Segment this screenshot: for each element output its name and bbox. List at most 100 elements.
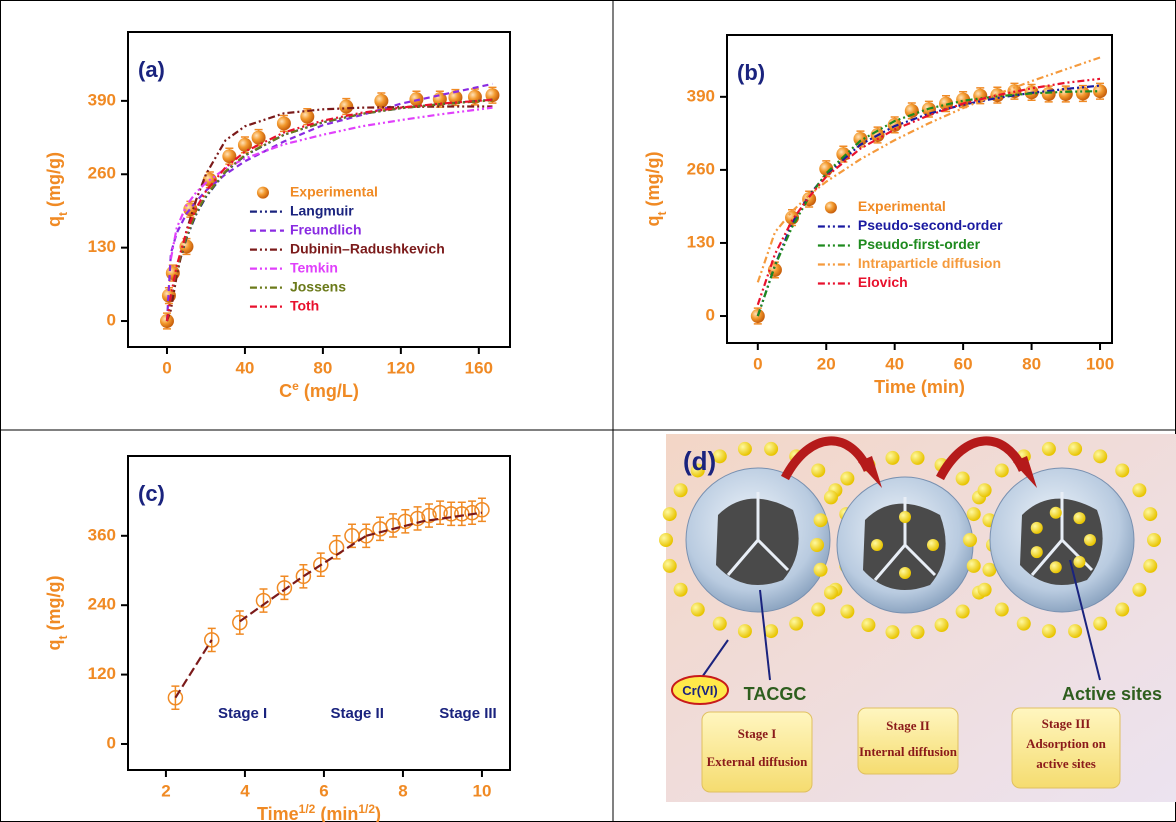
legend-label: Elovich [858, 274, 908, 290]
ion [1143, 507, 1157, 521]
error-bar [389, 514, 397, 537]
data-point [277, 116, 291, 130]
legend-label: Langmuir [290, 202, 354, 218]
ion [810, 538, 824, 552]
x-axis-label: Ce (mg/L) [279, 379, 359, 401]
x-tick-label: 0 [162, 358, 171, 377]
ion [789, 617, 803, 631]
ion [824, 490, 838, 504]
x-tick-label: 10 [472, 781, 491, 800]
y-axis-label: qt (mg/g) [643, 152, 669, 227]
legend-label: Freundlich [290, 221, 362, 237]
y-tick-label: 120 [88, 664, 116, 683]
ion [840, 471, 854, 485]
ion [1050, 507, 1062, 519]
ion [911, 451, 925, 465]
ion [691, 603, 705, 617]
ion [995, 463, 1009, 477]
label-part: q [643, 216, 663, 227]
x-tick-label: 60 [954, 354, 973, 373]
ion [1147, 533, 1161, 547]
stage-title: Stage II [886, 718, 930, 733]
ion [1017, 617, 1031, 631]
legend-label: Pseudo-first-order [858, 236, 981, 252]
annotation: Stage II [331, 705, 384, 722]
ion [1042, 624, 1056, 638]
label-part: (mg/g) [44, 152, 64, 212]
ion [967, 559, 981, 573]
ion [764, 624, 778, 638]
y-axis-label: qt (mg/g) [44, 152, 70, 227]
figure: (d) Cr(VI) TACGC Active sites Stage I Ex… [0, 0, 1176, 822]
data-point [252, 131, 266, 145]
x-tick-label: 40 [235, 358, 254, 377]
data-point [166, 266, 180, 280]
ion [935, 618, 949, 632]
ion [1068, 442, 1082, 456]
ion [814, 513, 828, 527]
y-tick-label: 0 [107, 733, 116, 752]
x-tick-label: 80 [1022, 354, 1041, 373]
legend-label: Toth [290, 297, 319, 313]
y-tick-label: 390 [88, 90, 116, 109]
label-part: C [279, 381, 292, 401]
ion [764, 442, 778, 456]
legend-label: Intraparticle diffusion [858, 255, 1001, 271]
x-tick-label: 0 [753, 354, 762, 373]
error-bar [299, 565, 307, 588]
ion [1031, 522, 1043, 534]
ion [663, 559, 677, 573]
ion [713, 617, 727, 631]
y-tick-label: 390 [687, 86, 715, 105]
ion [861, 618, 875, 632]
stage-title: Stage III [1042, 716, 1091, 731]
error-bar [401, 510, 409, 533]
ion [811, 603, 825, 617]
label-part: (mg/L) [299, 381, 359, 401]
x-axis-label: Time (min) [874, 377, 965, 397]
error-bar [425, 504, 433, 527]
ion [911, 625, 925, 639]
x-tick-label: 160 [465, 358, 493, 377]
stage-text: Adsorption on [1026, 736, 1107, 751]
x-tick-label: 8 [398, 781, 407, 800]
ion [1073, 512, 1085, 524]
sites-label: Active sites [1062, 684, 1162, 704]
plot-frame [128, 456, 510, 770]
data-point [238, 138, 252, 152]
ion [1115, 463, 1129, 477]
y-tick-label: 260 [687, 159, 715, 178]
ion [1042, 442, 1056, 456]
ion [978, 583, 992, 597]
annotation: Stage I [218, 705, 267, 722]
data-point [409, 92, 423, 106]
ion [674, 583, 688, 597]
label-part: q [44, 640, 64, 651]
ion [1143, 559, 1157, 573]
error-bar [414, 507, 422, 530]
panel-label: (d) [683, 446, 716, 476]
diagram: (d) Cr(VI) TACGC Active sites Stage I Ex… [659, 434, 1176, 802]
label-part: (mg/g) [643, 152, 663, 212]
legend-label: Dubinin–Radushkevich [290, 240, 445, 256]
ion [824, 586, 838, 600]
x-tick-label: 6 [319, 781, 328, 800]
stage-title: Stage I [738, 726, 777, 741]
y-tick-label: 0 [107, 311, 116, 330]
ion [927, 539, 939, 551]
panel-label: (a) [138, 57, 165, 82]
plot-frame [727, 35, 1112, 343]
fit-line [175, 640, 211, 698]
error-bar [236, 611, 244, 634]
ion [1132, 583, 1146, 597]
ion [811, 463, 825, 477]
ion [814, 563, 828, 577]
label-part: (min [315, 804, 358, 822]
adsorbent-label: TACGC [744, 684, 807, 704]
chart: 040801201600130260390Ce (mg/L)qt (mg/g)(… [44, 32, 510, 401]
x-tick-label: 80 [313, 358, 332, 377]
label-part: 1/2 [358, 802, 375, 816]
x-tick-label: 40 [885, 354, 904, 373]
y-tick-label: 130 [687, 232, 715, 251]
